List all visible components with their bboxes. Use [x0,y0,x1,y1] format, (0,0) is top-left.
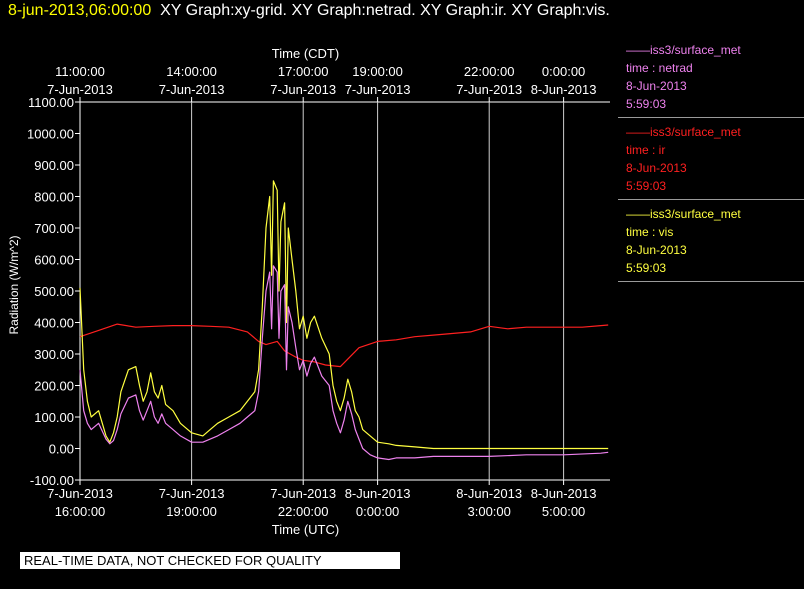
series-group [79,180,609,461]
x-top-tick-label-time: 22:00:00 [464,64,515,79]
y-tick-label: 700.00 [34,221,74,236]
x-top-tick-label-date: 8-Jun-2013 [531,82,597,97]
grid-lines [191,102,565,480]
y-tick-label: 900.00 [34,158,74,173]
x-bottom-tick-label-time: 5:00:00 [542,504,585,519]
y-axis-label: Radiation (W/m^2) [7,236,21,335]
legend-line-2: 8-Jun-2013 [626,161,687,175]
x-top-tick-label-date: 7-Jun-2013 [345,82,411,97]
legend-series-name: ——iss3/surface_met [626,43,741,57]
x-bottom-tick-label-time: 19:00:00 [166,504,217,519]
x-top-tick-label-time: 11:00:00 [55,64,105,79]
header-graph-titles: XY Graph:xy-grid. XY Graph:netrad. XY Gr… [160,2,610,19]
x-bottom-tick-label-time: 16:00:00 [55,504,106,519]
y-tick-label: 300.00 [34,347,74,362]
x-bottom-tick-label-date: 7-Jun-2013 [47,486,113,501]
x-bottom-tick-label-date: 8-Jun-2013 [531,486,597,501]
legend-series-name: ——iss3/surface_met [626,125,741,139]
legend-line-2: 8-Jun-2013 [626,243,687,257]
chart-header: 8-jun-2013,06:00:00 XY Graph:xy-grid. XY… [8,2,610,20]
y-tick-label: 600.00 [34,253,74,268]
x-bottom-axis-label: Time (UTC) [272,522,339,537]
legend-line-2: 8-Jun-2013 [626,79,687,93]
y-tick-label: -100.00 [30,473,74,488]
y-tick-label: 1000.00 [27,127,74,142]
series-line-ir [79,323,609,368]
header-timestamp: 8-jun-2013,06:00:00 [8,2,152,19]
x-top-tick-label-time: 17:00:00 [278,64,329,79]
legend: ——iss3/surface_met time : netrad 8-Jun-201… [618,36,804,282]
x-top-tick-label-time: 0:00:00 [542,64,585,79]
x-top-tick-label-date: 7-Jun-2013 [47,82,113,97]
series-line-vis [79,180,609,450]
y-tick-label: 800.00 [34,190,74,205]
y-tick-label: 0.00 [49,442,74,457]
series-line-netrad [79,265,609,461]
legend-line-3: 5:59:03 [626,179,667,193]
y-tick-label: 200.00 [34,379,74,394]
x-top-tick-label-date: 7-Jun-2013 [159,82,225,97]
x-bottom-tick-label-time: 3:00:00 [468,504,511,519]
y-tick-label: 400.00 [34,316,74,331]
legend-line-1: time : ir [626,143,666,157]
quality-disclaimer: REAL-TIME DATA, NOT CHECKED FOR QUALITY [20,552,400,569]
y-tick-label: 100.00 [34,410,74,425]
legend-series-name: ——iss3/surface_met [626,207,741,221]
x-top-tick-label-time: 19:00:00 [352,64,403,79]
y-tick-label: 500.00 [34,284,74,299]
legend-line-3: 5:59:03 [626,261,667,275]
x-bottom-tick-label-date: 8-Jun-2013 [456,486,522,501]
legend-line-1: time : vis [626,225,674,239]
y-tick-label: 1100.00 [28,95,74,110]
x-bottom-tick-label-date: 7-Jun-2013 [270,486,336,501]
x-top-tick-label-time: 14:00:00 [166,64,217,79]
axes: -100.00 0.00 100.00 200.00 300.00 400.00 500.0… [27,64,596,519]
x-bottom-tick-label-date: 7-Jun-2013 [159,486,225,501]
x-top-tick-label-date: 7-Jun-2013 [456,82,522,97]
legend-line-3: 5:59:03 [626,97,667,111]
x-bottom-tick-label-time: 22:00:00 [278,504,329,519]
x-top-axis-label: Time (CDT) [272,46,339,61]
x-bottom-tick-label-time: 0:00:00 [356,504,399,519]
radiation-chart: -100.00 0.00 100.00 200.00 300.00 400.00 500.0… [7,46,610,537]
x-top-tick-label-date: 7-Jun-2013 [270,82,336,97]
legend-line-1: time : netrad [626,61,693,75]
x-bottom-tick-label-date: 8-Jun-2013 [345,486,411,501]
plot-area [79,101,610,481]
